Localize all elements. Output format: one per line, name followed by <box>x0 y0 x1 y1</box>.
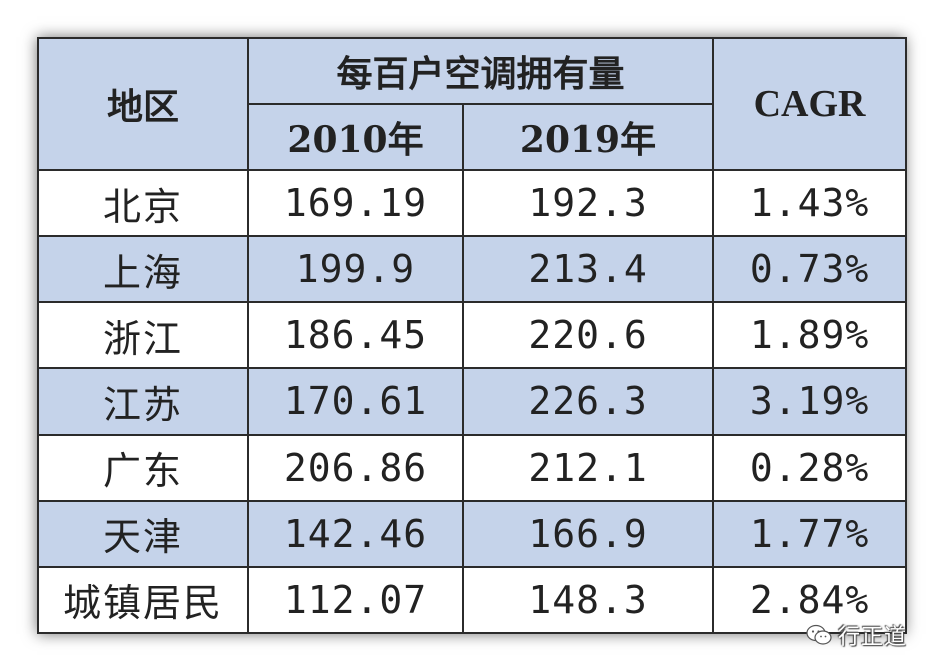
region-cell: 江苏 <box>37 367 249 436</box>
value-2019-cell: 213.4 <box>461 235 715 304</box>
air-conditioner-table: 地区 每百户空调拥有量 CAGR 2010年 2019年 北京 169.19 1… <box>37 37 908 635</box>
watermark: 行正道 <box>806 618 907 652</box>
table-card: 地区 每百户空调拥有量 CAGR 2010年 2019年 北京 169.19 1… <box>37 37 908 635</box>
cagr-cell: 0.28% <box>712 433 908 502</box>
value-2019-cell: 192.3 <box>461 168 715 238</box>
value-2010-cell: 186.45 <box>247 301 464 370</box>
value-2010-cell: 206.86 <box>247 433 464 502</box>
value-2010-cell: 170.61 <box>247 367 464 436</box>
region-cell: 北京 <box>37 168 249 238</box>
value-2010-cell: 142.46 <box>247 499 464 568</box>
cagr-cell: 1.89% <box>712 301 908 370</box>
table-row: 广东 206.86 212.1 0.28% <box>37 433 908 502</box>
value-2019-cell: 148.3 <box>461 565 715 635</box>
value-2019-cell: 220.6 <box>461 301 715 370</box>
wechat-icon <box>806 624 832 645</box>
header-year-2019: 2019年 <box>461 103 715 171</box>
value-2019-cell: 166.9 <box>461 499 715 568</box>
region-cell: 浙江 <box>37 301 249 370</box>
value-2019-cell: 226.3 <box>461 367 715 436</box>
cagr-cell: 1.43% <box>712 168 908 238</box>
region-cell: 城镇居民 <box>37 565 249 635</box>
cagr-cell: 1.77% <box>712 499 908 568</box>
table-row: 上海 199.9 213.4 0.73% <box>37 235 908 304</box>
header-region: 地区 <box>37 37 249 171</box>
header-cagr: CAGR <box>712 37 908 171</box>
region-cell: 上海 <box>37 235 249 304</box>
header-year-2010: 2010年 <box>247 103 464 171</box>
value-2010-cell: 169.19 <box>247 168 464 238</box>
value-2019-cell: 212.1 <box>461 433 715 502</box>
region-cell: 广东 <box>37 433 249 502</box>
table-row: 江苏 170.61 226.3 3.19% <box>37 367 908 436</box>
region-cell: 天津 <box>37 499 249 568</box>
table-row: 北京 169.19 192.3 1.43% <box>37 168 908 238</box>
header-group: 每百户空调拥有量 <box>246 37 715 105</box>
table-row: 天津 142.46 166.9 1.77% <box>37 499 908 568</box>
cagr-cell: 2.84% <box>712 565 908 635</box>
watermark-text: 行正道 <box>838 625 908 650</box>
value-2010-cell: 112.07 <box>247 565 464 635</box>
cagr-cell: 0.73% <box>712 235 908 304</box>
cagr-cell-highlight: 3.19% <box>712 367 908 436</box>
table-row: 城镇居民 112.07 148.3 2.84% <box>37 565 908 635</box>
value-2010-cell: 199.9 <box>247 235 464 304</box>
table-row: 浙江 186.45 220.6 1.89% <box>37 301 908 370</box>
